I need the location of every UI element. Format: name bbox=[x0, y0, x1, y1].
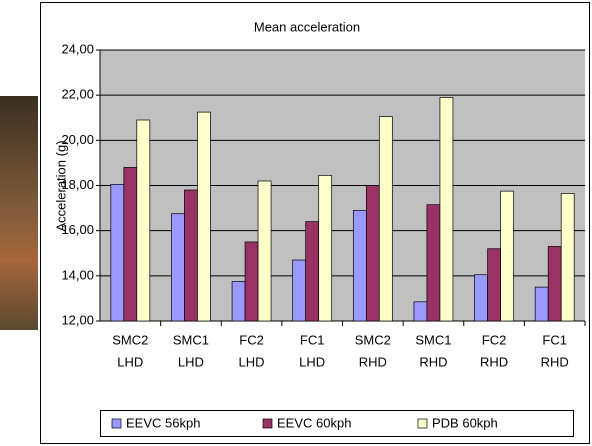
chart-title: Mean acceleration bbox=[254, 19, 360, 34]
x-tick-label: LHD bbox=[117, 354, 143, 369]
legend-label: PDB 60kph bbox=[432, 415, 498, 430]
x-tick-label: SMC1 bbox=[415, 332, 451, 347]
bar bbox=[110, 184, 125, 322]
legend-swatch bbox=[417, 418, 428, 429]
bar bbox=[500, 190, 514, 322]
bar bbox=[413, 301, 428, 322]
bar bbox=[136, 119, 151, 322]
bar bbox=[487, 248, 501, 322]
x-tick-label: RHD bbox=[480, 354, 508, 369]
bar bbox=[257, 180, 272, 322]
x-tick-label: FC2 bbox=[239, 332, 264, 347]
bar bbox=[474, 274, 488, 322]
bar bbox=[352, 209, 367, 322]
legend-label: EEVC 60kph bbox=[277, 415, 351, 430]
bar bbox=[378, 116, 393, 322]
bar bbox=[292, 259, 307, 322]
bar bbox=[426, 204, 441, 322]
bar bbox=[318, 174, 333, 322]
x-tick-label: FC2 bbox=[482, 332, 507, 347]
x-tick-label: FC1 bbox=[300, 332, 325, 347]
bar bbox=[305, 221, 320, 322]
x-tick-label: RHD bbox=[541, 354, 569, 369]
bar bbox=[244, 241, 259, 322]
bar bbox=[560, 193, 575, 322]
y-tick-label: 20,00 bbox=[61, 132, 94, 147]
bar bbox=[231, 281, 246, 322]
x-tick-label: RHD bbox=[419, 354, 447, 369]
legend-frame bbox=[100, 410, 574, 437]
y-tick-label: 22,00 bbox=[61, 87, 94, 102]
x-tick-label: RHD bbox=[359, 354, 387, 369]
x-tick-label: LHD bbox=[299, 354, 325, 369]
legend-swatch bbox=[262, 418, 273, 429]
x-tick-label: LHD bbox=[178, 354, 204, 369]
bar bbox=[197, 111, 211, 322]
photo-fragment bbox=[0, 96, 38, 330]
bar bbox=[365, 185, 380, 322]
y-tick-label: 24,00 bbox=[61, 41, 94, 56]
legend-label: EEVC 56kph bbox=[126, 415, 200, 430]
y-tick-label: 14,00 bbox=[61, 267, 94, 282]
y-tick-label: 12,00 bbox=[61, 312, 94, 327]
bar bbox=[439, 97, 454, 322]
x-tick-label: SMC2 bbox=[355, 332, 391, 347]
bar bbox=[184, 189, 198, 322]
bar bbox=[547, 246, 562, 322]
bar bbox=[534, 286, 549, 322]
bar bbox=[171, 213, 185, 322]
y-tick-label: 16,00 bbox=[61, 222, 94, 237]
y-axis-label: Acceleration (g) bbox=[53, 140, 68, 231]
x-tick-label: SMC1 bbox=[173, 332, 209, 347]
x-tick-label: FC1 bbox=[542, 332, 567, 347]
y-tick-label: 18,00 bbox=[61, 177, 94, 192]
bar bbox=[123, 167, 138, 322]
x-tick-label: LHD bbox=[239, 354, 265, 369]
legend-swatch bbox=[111, 418, 122, 429]
x-tick-label: SMC2 bbox=[112, 332, 148, 347]
